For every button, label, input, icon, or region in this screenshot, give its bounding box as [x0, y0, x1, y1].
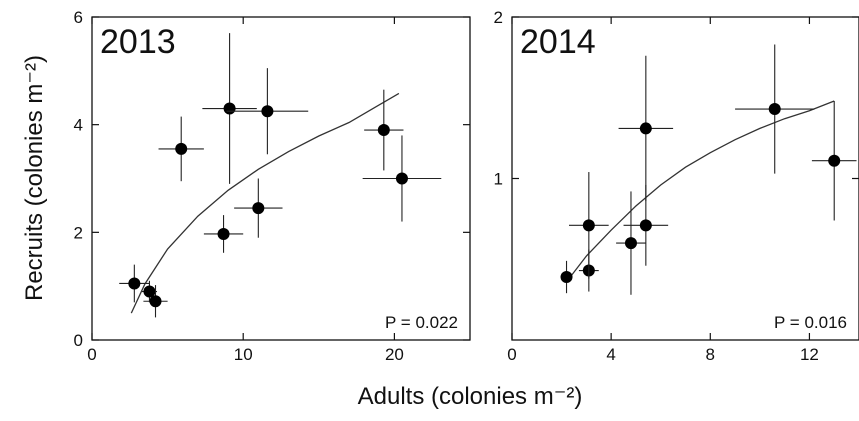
data-point: [261, 105, 274, 118]
x-tick-label: 10: [234, 345, 253, 364]
x-axis-title: Adults (colonies m⁻²): [358, 383, 583, 410]
data-point: [128, 277, 141, 290]
x-tick-label: 8: [706, 345, 715, 364]
data-point: [639, 122, 652, 135]
p-value-annotation: P = 0.016: [774, 313, 847, 332]
data-point: [149, 295, 162, 308]
y-tick-label: 0: [74, 331, 83, 350]
y-tick-label: 6: [74, 8, 83, 27]
plot-frame: [91, 16, 471, 341]
data-point: [560, 271, 573, 284]
data-point: [582, 219, 595, 232]
data-point: [377, 124, 390, 137]
data-point: [252, 202, 265, 215]
data-point: [223, 102, 236, 115]
y-tick-label: 4: [74, 116, 83, 135]
panel-year-label: 2013: [100, 23, 176, 61]
panel-year-label: 2014: [520, 23, 596, 61]
data-point: [624, 237, 637, 250]
data-point: [768, 103, 781, 116]
y-tick-label: 2: [74, 223, 83, 242]
x-tick-label: 20: [385, 345, 404, 364]
plot-frame: [511, 16, 859, 341]
x-tick-label: 4: [606, 345, 615, 364]
panel-2013: 0 10 20 0 2 4 6 2013 P = 0.022: [74, 8, 471, 364]
data-point: [639, 219, 652, 232]
data-point: [143, 285, 156, 298]
data-point: [828, 154, 841, 167]
data-point: [395, 172, 408, 185]
fit-curve: [565, 100, 835, 283]
y-axis-title: Recruits (colonies m⁻²): [21, 55, 48, 301]
x-tick-label: 0: [87, 345, 96, 364]
y-tick-label: 2: [494, 8, 503, 27]
y-tick-label: 1: [494, 170, 503, 189]
x-tick-label: 12: [800, 345, 819, 364]
fit-curve: [130, 92, 400, 314]
x-tick-label: 0: [507, 345, 516, 364]
data-point: [217, 227, 230, 240]
p-value-annotation: P = 0.022: [385, 313, 458, 332]
data-point: [175, 142, 188, 155]
